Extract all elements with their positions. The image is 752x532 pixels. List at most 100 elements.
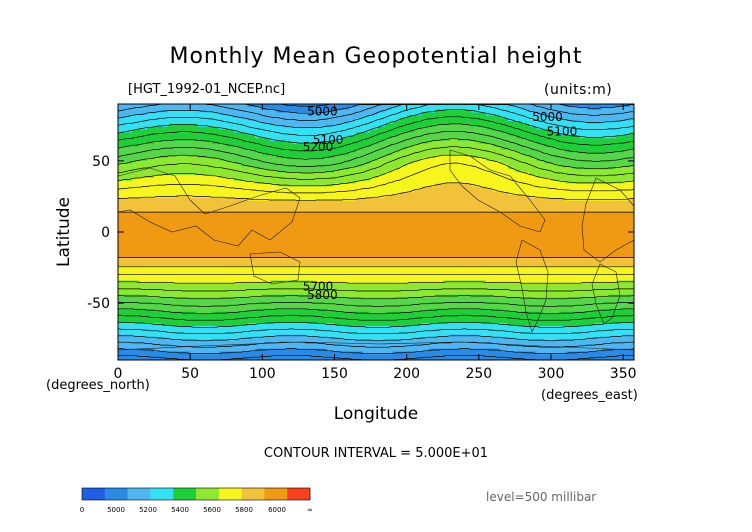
field-cell — [240, 229, 249, 233]
field-cell — [240, 291, 249, 295]
field-cell — [175, 226, 184, 230]
field-cell — [283, 323, 292, 327]
field-cell — [392, 249, 400, 253]
field-cell — [190, 286, 198, 290]
field-cell — [283, 152, 292, 156]
field-cell — [240, 223, 249, 227]
field-cell — [413, 268, 422, 273]
field-cell — [233, 251, 242, 256]
field-cell — [341, 266, 350, 270]
field-cell — [327, 138, 335, 142]
field-cell — [435, 288, 444, 293]
field-cell — [118, 115, 126, 119]
field-cell — [161, 277, 169, 281]
field-cell — [154, 209, 162, 213]
field-cell — [190, 166, 198, 170]
field-cell — [507, 334, 516, 338]
field-cell — [406, 237, 415, 241]
field-cell — [247, 320, 256, 324]
field-cell — [190, 354, 198, 358]
field-cell — [182, 337, 191, 341]
field-cell — [507, 249, 516, 253]
field-cell — [291, 314, 299, 318]
field-cell — [255, 234, 263, 239]
field-cell — [204, 286, 213, 290]
field-cell — [356, 146, 364, 150]
field-cell — [341, 226, 350, 230]
field-cell — [471, 311, 480, 315]
field-cell — [464, 308, 473, 313]
field-cell — [392, 217, 400, 222]
field-cell — [262, 271, 270, 276]
field-cell — [428, 263, 436, 267]
field-cell — [262, 314, 270, 318]
field-cell — [399, 172, 408, 176]
field-cell — [276, 274, 285, 278]
field-cell — [478, 214, 487, 219]
field-cell — [240, 186, 249, 190]
field-cell — [175, 337, 184, 341]
field-cell — [486, 175, 494, 179]
field-cell — [334, 271, 343, 276]
field-cell — [341, 135, 350, 139]
field-cell — [464, 328, 473, 332]
field-cell — [334, 246, 343, 250]
field-cell — [132, 283, 141, 287]
field-cell — [139, 123, 148, 128]
field-cell — [356, 223, 364, 227]
field-cell — [262, 251, 270, 256]
field-cell — [421, 283, 429, 287]
field-cell — [320, 357, 328, 360]
field-cell — [406, 118, 415, 122]
field-cell — [334, 112, 343, 116]
field-cell — [276, 169, 285, 173]
field-cell — [442, 317, 451, 321]
field-cell — [493, 254, 501, 258]
field-cell — [182, 195, 191, 199]
field-cell — [486, 345, 494, 350]
field-cell — [262, 183, 270, 187]
field-cell — [161, 342, 169, 347]
field-cell — [312, 277, 321, 281]
field-cell — [291, 337, 299, 341]
field-cell — [327, 317, 335, 321]
field-cell — [413, 251, 422, 256]
field-cell — [190, 232, 198, 236]
field-cell — [139, 342, 148, 347]
field-cell — [457, 271, 465, 276]
field-cell — [298, 351, 307, 355]
field-cell — [363, 249, 371, 253]
field-cell — [298, 260, 307, 264]
field-cell — [327, 291, 335, 295]
field-cell — [449, 323, 458, 327]
field-cell — [291, 305, 299, 310]
field-cell — [486, 243, 494, 247]
field-cell — [413, 234, 422, 239]
field-cell — [442, 288, 451, 293]
field-cell — [442, 331, 451, 335]
field-cell — [132, 229, 141, 233]
field-cell — [226, 280, 234, 284]
field-cell — [276, 291, 285, 295]
field-cell — [240, 300, 249, 304]
field-cell — [305, 229, 314, 233]
field-cell — [413, 297, 422, 301]
field-cell — [312, 311, 321, 315]
field-cell — [507, 146, 516, 150]
field-cell — [190, 357, 198, 360]
field-cell — [334, 220, 343, 224]
field-cell — [146, 155, 155, 159]
field-cell — [182, 220, 191, 224]
field-cell — [464, 303, 473, 307]
field-cell — [190, 217, 198, 222]
field-cell — [168, 320, 177, 324]
field-cell — [283, 175, 292, 179]
field-cell — [161, 334, 169, 338]
field-cell — [226, 155, 234, 159]
field-cell — [377, 308, 386, 313]
field-cell — [421, 308, 429, 313]
field-cell — [276, 243, 285, 247]
field-cell — [320, 135, 328, 139]
field-cell — [168, 340, 177, 344]
field-cell — [118, 126, 126, 130]
